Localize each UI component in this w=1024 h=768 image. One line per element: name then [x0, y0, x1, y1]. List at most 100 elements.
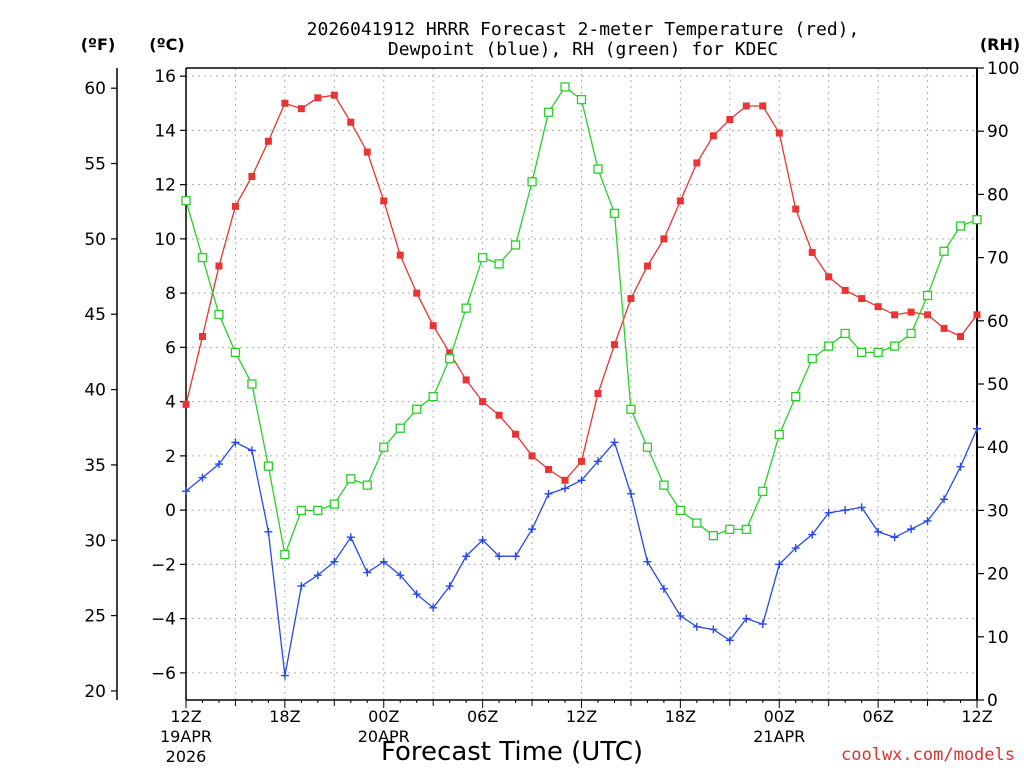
2-meter-temperature-point [841, 286, 849, 294]
dewpoint-point [396, 571, 405, 580]
rh-tick-label: 90 [987, 122, 1009, 142]
2-meter-temperature-point [726, 116, 734, 124]
celsius-tick-label: 16 [154, 67, 176, 87]
grid-lines [186, 68, 977, 700]
celsius-tick-label: 0 [165, 501, 176, 521]
dewpoint-point [363, 568, 372, 577]
dewpoint-point [824, 508, 833, 517]
2-meter-temperature-point [742, 102, 750, 110]
2-meter-temperature-point [545, 465, 553, 473]
2-meter-temperature-point [561, 476, 569, 484]
x-tick-label: 12Z [566, 707, 597, 726]
2-meter-temperature-point [627, 295, 635, 303]
rh-point [906, 328, 916, 339]
rh-point [527, 177, 537, 187]
rh-point [774, 429, 784, 440]
x-tick-label: 00Z [368, 707, 399, 726]
rh-point [362, 480, 372, 490]
dewpoint-point [593, 457, 602, 466]
dewpoint-point [231, 438, 240, 447]
rh-point [445, 354, 455, 364]
fahrenheit-tick-label: 60 [84, 79, 106, 99]
dewpoint-point [626, 489, 635, 498]
dewpoint-point [610, 438, 619, 447]
rh-point [329, 499, 339, 509]
chart-title-line1: 2026041912 HRRR Forecast 2-meter Tempera… [307, 19, 860, 40]
2-meter-temperature-point [413, 289, 421, 297]
dewpoint-point [857, 503, 866, 512]
2-meter-temperature-point [578, 457, 585, 465]
rh-point [510, 240, 521, 250]
rh-point [807, 354, 817, 364]
2-meter-temperature-point [808, 248, 816, 256]
dewpoint-point [511, 552, 520, 561]
axes: 1614121086420−2−4−6605550454035302520100… [84, 59, 1019, 766]
rh-point [955, 221, 966, 231]
rh-point [889, 341, 900, 351]
fahrenheit-tick-label: 40 [84, 381, 106, 401]
x-tick-label: 12Z [961, 707, 992, 726]
2-meter-temperature-point [264, 137, 272, 145]
2-meter-temperature-point [709, 132, 717, 140]
rh-point [939, 246, 949, 256]
rh-point [708, 531, 718, 541]
celsius-tick-label: 2 [165, 447, 176, 467]
rh-tick-label: 10 [987, 628, 1009, 648]
2-meter-temperature-point [198, 333, 206, 341]
x-tick-label: 18Z [665, 707, 696, 726]
rh-tick-label: 50 [987, 375, 1009, 395]
rh-point [214, 309, 224, 320]
rh-point [230, 347, 241, 358]
celsius-tick-label: 14 [154, 121, 176, 141]
2-meter-temperature-point [643, 262, 651, 270]
rh-point [758, 486, 768, 497]
dewpoint-point [313, 571, 322, 580]
dewpoint-point [791, 544, 800, 553]
rh-tick-label: 70 [987, 249, 1009, 269]
rh-point [494, 259, 504, 269]
rh-point [576, 94, 587, 105]
2-meter-temperature-point [380, 197, 388, 205]
x-tick-date-label: 20APR [358, 727, 410, 746]
rh-point [247, 379, 257, 389]
fahrenheit-tick-label: 30 [84, 531, 106, 551]
2-meter-temperature-point [446, 349, 454, 357]
rh-tick-label: 30 [987, 501, 1009, 521]
2-meter-temperature-point [215, 262, 223, 270]
2-meter-temperature-point [314, 94, 322, 102]
dewpoint-point [379, 557, 388, 566]
dewpoint-point [280, 671, 289, 680]
rh-point [461, 303, 471, 313]
celsius-tick-label: 12 [154, 176, 176, 196]
data-series [181, 82, 982, 680]
dewpoint-point [676, 611, 685, 620]
2-meter-temperature-point [858, 295, 866, 303]
x-tick-date-label: 19APR [160, 727, 212, 746]
chart-title-line2: Dewpoint (blue), RH (green) for KDEC [388, 39, 778, 60]
rh-point [873, 347, 883, 358]
dewpoint-point [214, 460, 223, 469]
dewpoint-point [874, 527, 883, 536]
celsius-unit-label: (ºC) [149, 35, 184, 54]
celsius-tick-label: 4 [165, 393, 176, 413]
rh-point [197, 252, 208, 263]
dewpoint-point [528, 525, 537, 534]
2-meter-temperature-point [759, 102, 767, 110]
dewpoint-point [890, 533, 899, 542]
rh-point [296, 505, 307, 516]
x-tick-label: 18Z [269, 707, 300, 726]
dewpoint-point [412, 590, 421, 599]
2-meter-temperature-point [479, 398, 487, 406]
2-meter-temperature-point [660, 235, 668, 243]
dewpoint-point [330, 557, 339, 566]
dewpoint-point [808, 530, 817, 539]
dewpoint-point [775, 560, 784, 569]
dewpoint-point [478, 535, 487, 544]
x-tick-label: 06Z [862, 707, 893, 726]
dewpoint-point [495, 552, 504, 561]
dewpoint-point [445, 582, 454, 591]
rh-point [593, 164, 603, 174]
2-meter-temperature-point [363, 148, 371, 156]
rh-point [642, 442, 653, 452]
rh-tick-label: 0 [987, 691, 998, 711]
